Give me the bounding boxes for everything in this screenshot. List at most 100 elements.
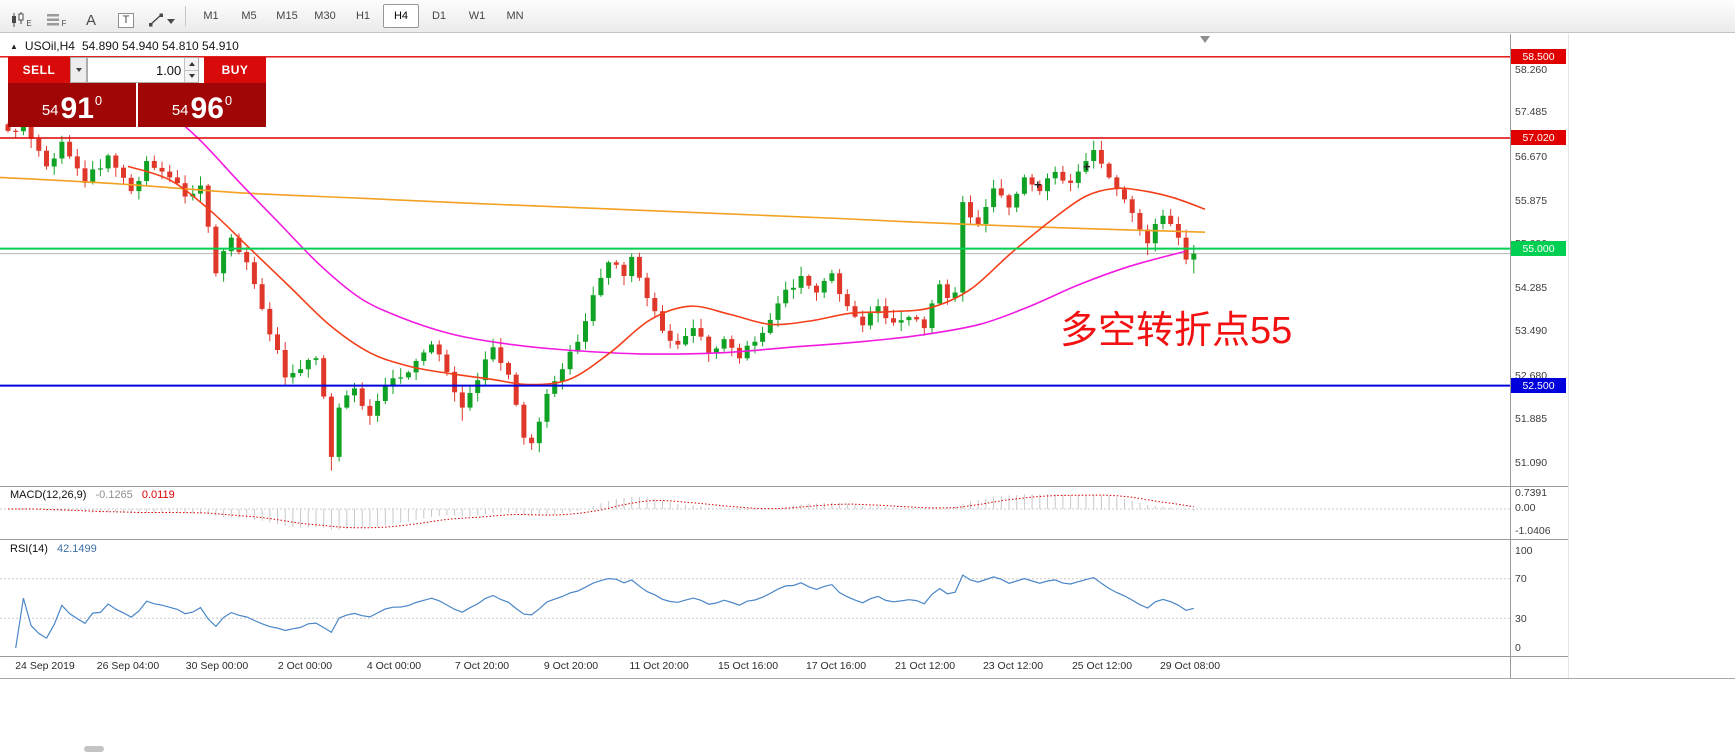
time-axis-label: 26 Sep 04:00 <box>96 660 160 672</box>
dropdown-caret-icon <box>167 19 175 24</box>
draw-tools-button[interactable] <box>145 2 178 30</box>
timeframe-group: M1 M5 M15 M30 H1 H4 D1 W1 MN <box>193 4 535 28</box>
indicator-window-button[interactable]: F <box>40 2 72 30</box>
stepper-up-icon <box>188 61 195 66</box>
timeframe-button-d1[interactable]: D1 <box>431 10 447 22</box>
buy-price-display[interactable]: 54 96 0 <box>138 83 266 127</box>
moving-averages-layer <box>0 111 1206 386</box>
chart-canvas[interactable] <box>0 0 1568 755</box>
time-axis-label: 30 Sep 00:00 <box>185 660 249 672</box>
macd-axis-tick: 0.7391 <box>1515 487 1548 499</box>
timeframe-button-m5[interactable]: M5 <box>241 10 257 22</box>
horizontal-scrollbar-thumb[interactable] <box>84 746 104 752</box>
rsi-axis-tick: 100 <box>1515 545 1533 557</box>
separators <box>0 34 1568 678</box>
timeframe-button-m30[interactable]: M30 <box>314 10 336 22</box>
timeframe-button-m15[interactable]: M15 <box>276 10 298 22</box>
text-box-glyph: T <box>117 13 135 28</box>
candles-layer <box>5 118 1197 471</box>
time-axis-label: 15 Oct 16:00 <box>717 660 779 672</box>
hline-price-tag: 58.500 <box>1511 49 1566 65</box>
hline-price-tag: 55.000 <box>1511 241 1566 257</box>
chart-shift-marker-icon[interactable] <box>1200 36 1210 43</box>
time-axis-label: 17 Oct 16:00 <box>805 660 867 672</box>
timeframe-button-h1[interactable]: H1 <box>355 10 371 22</box>
macd-panel <box>0 494 1510 530</box>
macd-axis-tick: 0.00 <box>1515 502 1536 514</box>
volume-box <box>87 57 199 83</box>
sell-button[interactable]: SELL <box>8 57 70 83</box>
price-axis-tick: 53.490 <box>1515 325 1548 338</box>
price-axis-tick: 55.875 <box>1515 194 1548 207</box>
rsi-axis-tick: 30 <box>1515 613 1527 625</box>
indicator-list-icon <box>46 14 59 26</box>
macd-label-row: MACD(12,26,9) -0.1265 0.0119 <box>10 489 175 501</box>
buy-button[interactable]: BUY <box>204 57 266 83</box>
rsi-label-row: RSI(14) 42.1499 <box>10 543 97 555</box>
time-axis-label: 23 Oct 12:00 <box>982 660 1044 672</box>
volume-dropdown-button[interactable] <box>70 57 87 83</box>
time-axis-label: 24 Sep 2019 <box>15 660 75 672</box>
timeframe-button-mn[interactable]: MN <box>506 10 524 22</box>
sell-price-big: 91 <box>60 92 94 126</box>
symbol-info: ▲ USOil,H4 54.890 54.940 54.810 54.910 <box>10 39 239 53</box>
ma-slow-orange <box>0 176 1206 233</box>
hline-price-tag: 57.020 <box>1511 130 1566 146</box>
sell-price-small: 54 <box>41 102 59 119</box>
caret-down-icon <box>75 68 82 72</box>
timeframe-button-w1[interactable]: W1 <box>468 10 486 22</box>
chart-object-marker: + <box>1034 177 1042 192</box>
time-axis-label: 2 Oct 00:00 <box>277 660 333 672</box>
macd-signal-line <box>8 494 1194 529</box>
buy-price-pip: 0 <box>224 93 233 108</box>
time-axis-label: 9 Oct 20:00 <box>543 660 599 672</box>
one-click-trade-panel: SELL BUY 54 91 0 54 96 0 <box>8 57 266 127</box>
candlestick-icon <box>12 12 24 27</box>
text-label-button[interactable]: A <box>75 2 107 30</box>
trendline-icon <box>149 13 163 27</box>
time-axis-label: 11 Oct 20:00 <box>629 660 689 672</box>
chart-style-glyph: E <box>26 19 32 28</box>
symbol-name: USOil,H4 <box>24 39 75 53</box>
buy-price-big: 96 <box>190 92 224 126</box>
symbol-ohlc-values: 54.890 54.940 54.810 54.910 <box>81 39 239 53</box>
sell-price-display[interactable]: 54 91 0 <box>8 83 136 127</box>
chart-text-annotation: 多空转折点55 <box>1060 310 1293 352</box>
volume-input[interactable] <box>88 58 185 82</box>
toolbar-separator <box>185 6 186 26</box>
trade-controls-row: SELL BUY <box>8 57 266 83</box>
ma-mid-magenta <box>167 111 1186 355</box>
timeframe-button-m1[interactable]: M1 <box>203 10 219 22</box>
text-label-glyph: A <box>85 12 96 29</box>
macd-axis-tick: -1.0406 <box>1515 525 1551 537</box>
price-axis-tick: 56.670 <box>1515 151 1548 164</box>
price-axis-tick: 51.090 <box>1515 456 1548 469</box>
time-axis-label: 29 Oct 08:00 <box>1159 660 1221 672</box>
rsi-line <box>15 574 1194 649</box>
timeframe-button-h4[interactable]: H4 <box>383 4 419 28</box>
window-right-edge <box>1568 34 1569 755</box>
buy-price-small: 54 <box>171 102 189 119</box>
indicator-window-glyph: F <box>61 19 67 28</box>
macd-signal-value: 0.0119 <box>141 489 175 501</box>
price-axis-tick: 51.885 <box>1515 413 1548 426</box>
time-axis-label: 25 Oct 12:00 <box>1071 660 1133 672</box>
time-axis-label: 21 Oct 12:00 <box>894 660 956 672</box>
rsi-panel <box>0 574 1510 649</box>
hline-price-tag: 52.500 <box>1511 378 1566 394</box>
rsi-value: 42.1499 <box>56 543 97 555</box>
symbol-marker-icon: ▲ <box>10 41 18 51</box>
chart-style-button[interactable]: E <box>5 2 37 30</box>
macd-label: MACD(12,26,9) <box>10 489 87 501</box>
price-axis-tick: 58.260 <box>1515 64 1548 76</box>
macd-main-value: -0.1265 <box>95 489 133 501</box>
text-box-button[interactable]: T <box>110 2 142 30</box>
rsi-axis-tick: 0 <box>1515 642 1521 654</box>
price-axis-tick: 57.485 <box>1515 106 1548 119</box>
bottom-strip <box>0 678 1735 756</box>
volume-up-button[interactable] <box>185 58 198 71</box>
volume-down-button[interactable] <box>185 70 198 82</box>
time-axis-label: 4 Oct 00:00 <box>366 660 422 672</box>
time-axis-label: 7 Oct 20:00 <box>454 660 510 672</box>
hlines-layer <box>0 56 1510 387</box>
